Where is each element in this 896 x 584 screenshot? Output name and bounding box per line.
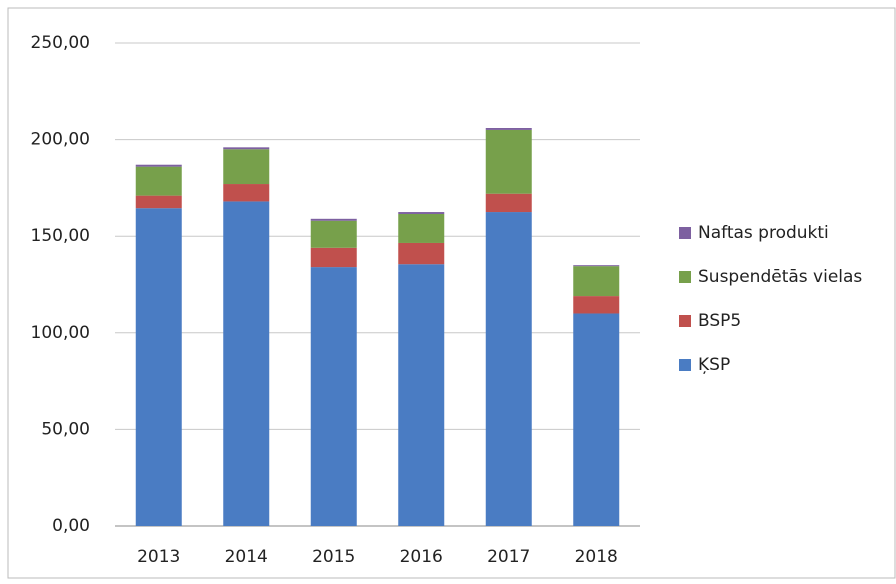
- legend-swatch: [679, 227, 691, 239]
- legend-label: Suspendētās vielas: [698, 267, 862, 287]
- bar-segment: [573, 266, 620, 297]
- y-tick-label: 0,00: [52, 516, 90, 536]
- bar-segment: [398, 213, 445, 243]
- legend-label: ĶSP: [698, 355, 730, 375]
- x-tick-label: 2016: [400, 547, 443, 567]
- bar-segment: [485, 193, 532, 213]
- bar-segment: [310, 267, 357, 526]
- x-tick-label: 2013: [137, 547, 180, 567]
- legend-swatch: [679, 271, 691, 283]
- y-tick-label: 250,00: [31, 33, 90, 53]
- bar-segment: [485, 128, 532, 130]
- bar-segment: [310, 247, 357, 268]
- bar-segment: [398, 242, 445, 265]
- bar-segment: [135, 164, 182, 167]
- bar-segment: [310, 220, 357, 248]
- bar-segment: [573, 296, 620, 314]
- bar-segment: [485, 212, 532, 527]
- x-tick-label: 2014: [225, 547, 268, 567]
- y-tick-label: 50,00: [41, 419, 90, 439]
- y-tick-label: 200,00: [31, 130, 90, 150]
- bar-segment: [223, 147, 270, 150]
- legend-swatch: [679, 315, 691, 327]
- legend-label: BSP5: [698, 311, 741, 331]
- bar-segment: [223, 149, 270, 185]
- bar-segment: [223, 184, 270, 202]
- bar-segment: [135, 195, 182, 209]
- bar-segment: [310, 218, 357, 221]
- bar-segment: [135, 166, 182, 196]
- bar-segment: [485, 129, 532, 194]
- legend-label: Naftas produkti: [698, 223, 829, 243]
- x-tick-label: 2018: [575, 547, 618, 567]
- bar-segment: [573, 265, 620, 267]
- y-tick-label: 100,00: [31, 323, 90, 343]
- bar-segment: [398, 264, 445, 526]
- y-tick-label: 150,00: [31, 226, 90, 246]
- bar-segment: [135, 208, 182, 526]
- bar-segment: [398, 212, 445, 214]
- bar-segment: [573, 313, 620, 526]
- x-tick-label: 2017: [487, 547, 530, 567]
- bar-segment: [223, 201, 270, 526]
- legend-swatch: [679, 359, 691, 371]
- x-tick-label: 2015: [312, 547, 355, 567]
